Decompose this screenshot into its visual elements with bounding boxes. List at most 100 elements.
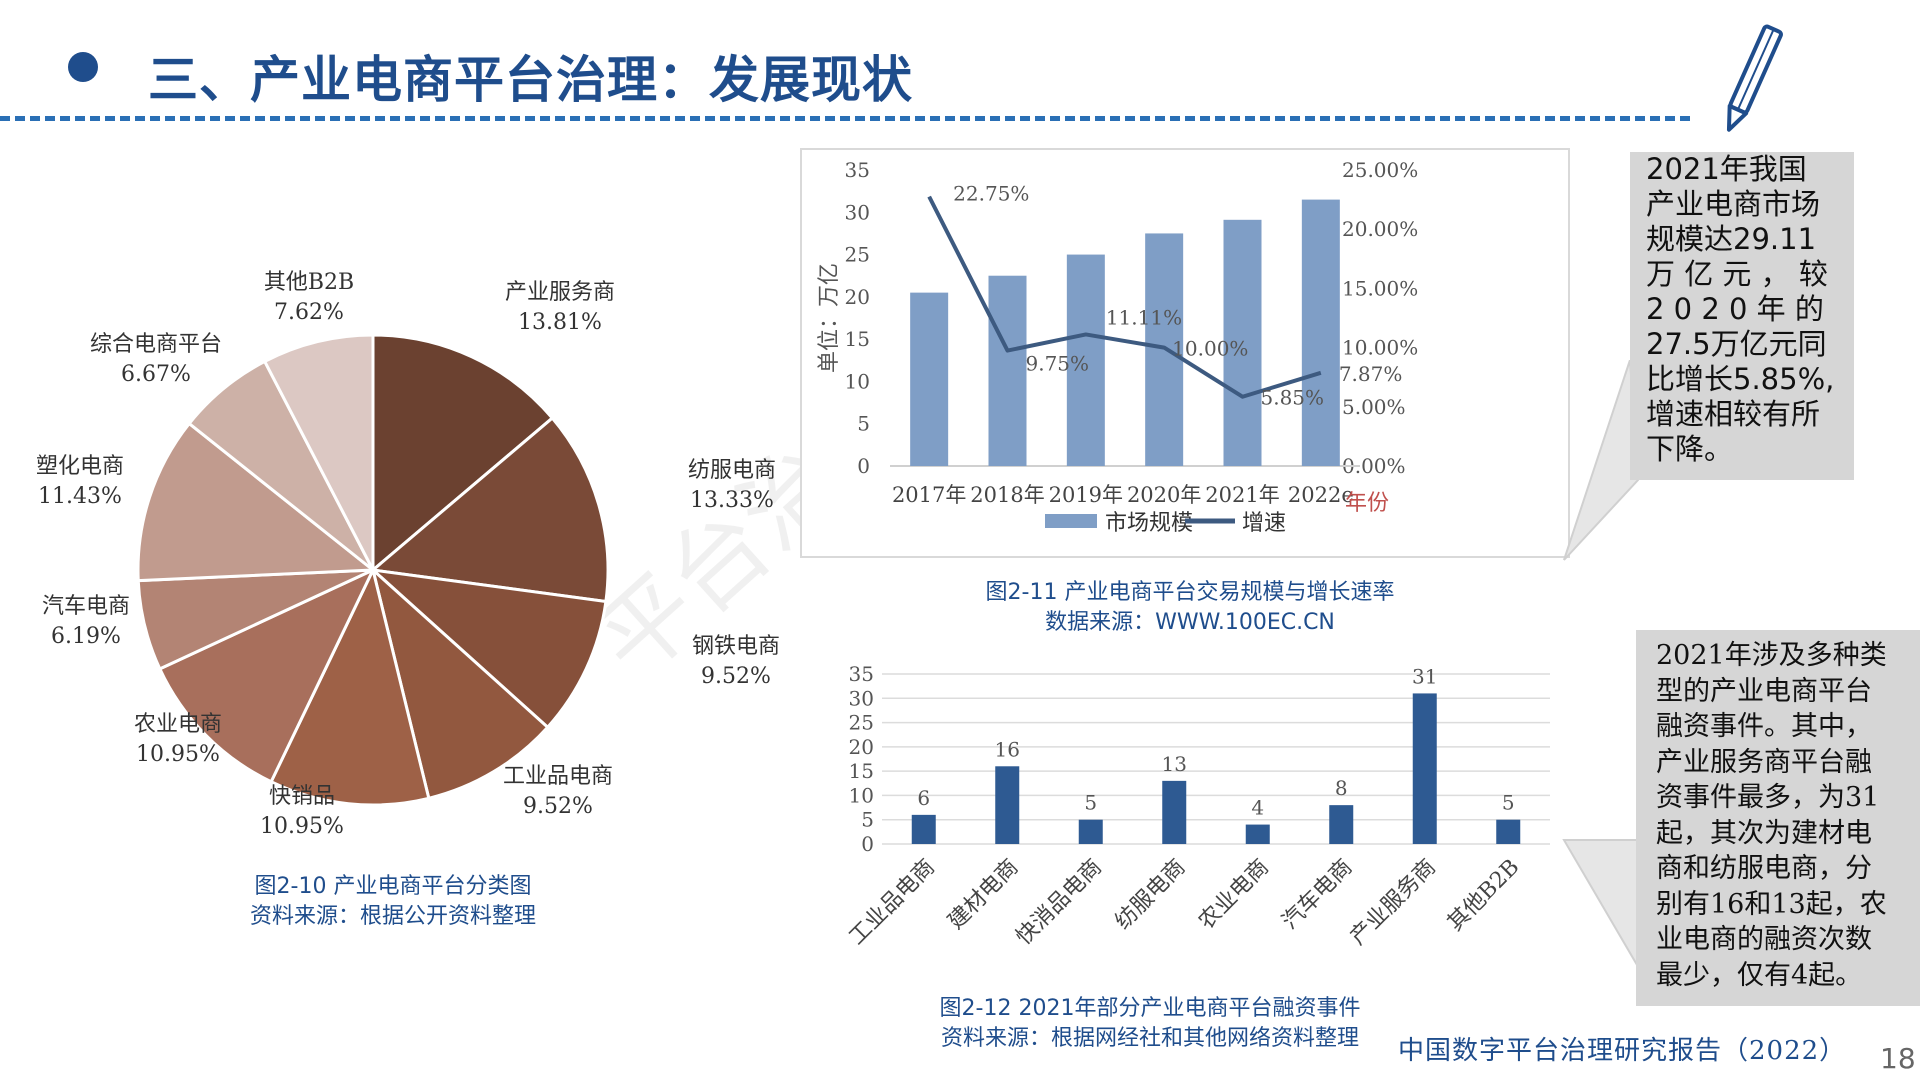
market-size-chart: 051015202530350.00%5.00%10.00%15.00%20.0… bbox=[817, 158, 1418, 536]
callout2-line: 起，其次为建材电 bbox=[1656, 817, 1872, 849]
pie-label-name: 工业品电商 bbox=[502, 764, 613, 789]
pie-label: 塑化电商 11.43% bbox=[0, 452, 170, 512]
pen-icon bbox=[1726, 24, 1783, 132]
pie-label: 汽车电商 6.19% bbox=[0, 592, 176, 652]
pie-label-value: 9.52% bbox=[701, 664, 771, 689]
callout2-line: 商和纺服电商，分 bbox=[1656, 853, 1872, 884]
y2-tick-label: 5.00% bbox=[1342, 395, 1406, 419]
x-tick-label: 纺服电商 bbox=[1111, 855, 1191, 935]
bar bbox=[1223, 219, 1262, 466]
bar bbox=[1078, 819, 1103, 844]
y-tick-label: 30 bbox=[845, 200, 870, 224]
report-footer: 中国数字平台治理研究报告（2022） bbox=[1398, 1036, 1847, 1066]
pie-label-value: 13.81% bbox=[518, 310, 602, 335]
pie-slice bbox=[371, 333, 555, 574]
pie-label: 快销品 10.95% bbox=[212, 782, 392, 842]
x-tick-label: 2018年 bbox=[970, 483, 1044, 507]
x-tick-label: 2021年 bbox=[1205, 483, 1279, 507]
bar bbox=[988, 275, 1027, 466]
x-tick-label: 其他B2B bbox=[1443, 855, 1525, 937]
pie-slice bbox=[370, 565, 550, 801]
pie-label-name: 纺服电商 bbox=[687, 458, 776, 483]
bar-data-label: 5 bbox=[1084, 791, 1097, 815]
y-tick-label: 20 bbox=[849, 735, 874, 759]
x-tick-label: 2017年 bbox=[892, 483, 966, 507]
legend-label-line: 增速 bbox=[1242, 511, 1286, 536]
pie-slice bbox=[157, 566, 377, 784]
pie-label: 钢铁电商 9.52% bbox=[646, 632, 826, 692]
y-tick-label: 20 bbox=[845, 285, 870, 309]
pie-label-value: 6.19% bbox=[51, 624, 121, 649]
financing-chart: 051015202530356工业品电商16建材电商5快消品电商13纺服电商4农… bbox=[845, 662, 1550, 950]
bar bbox=[1301, 199, 1340, 466]
callout1-pointer bbox=[1563, 360, 1640, 561]
callout1-line: 万 亿 元 ， 较 bbox=[1646, 257, 1828, 291]
bar bbox=[911, 814, 936, 844]
pie-label: 产业服务商 13.81% bbox=[470, 278, 650, 338]
pie-caption: 图2-10 产业电商平台分类图 bbox=[254, 874, 532, 899]
market-chart-source: 数据来源：WWW.100EC.CN bbox=[1045, 610, 1335, 635]
bar bbox=[995, 766, 1020, 844]
growth-data-label: 5.85% bbox=[1261, 386, 1325, 410]
pie-label: 综合电商平台 6.67% bbox=[66, 330, 246, 390]
financing-chart-source: 资料来源：根据网经社和其他网络资料整理 bbox=[940, 1026, 1359, 1051]
x-tick-label: 建材电商 bbox=[944, 855, 1024, 935]
x-tick-label: 农业电商 bbox=[1194, 855, 1274, 935]
pie-label-name: 快销品 bbox=[268, 784, 335, 809]
pie-slice bbox=[269, 565, 431, 807]
callout2-line: 业电商的融资次数 bbox=[1656, 924, 1872, 955]
callout2-line: 别有16和13起，农 bbox=[1656, 888, 1887, 920]
x-axis-label: 年份 bbox=[1345, 491, 1389, 516]
pie-label-name: 农业电商 bbox=[133, 712, 222, 737]
bar bbox=[1496, 819, 1521, 844]
x-tick-label: 产业服务商 bbox=[1346, 855, 1441, 950]
pie-label-value: 6.67% bbox=[121, 362, 191, 387]
pie-source: 资料来源：根据公开资料整理 bbox=[249, 904, 536, 929]
callout2-line: 最少，仅有4起。 bbox=[1656, 959, 1863, 991]
bar bbox=[1245, 824, 1270, 844]
pie-label-name: 其他B2B bbox=[263, 270, 355, 295]
legend-swatch-bar bbox=[1045, 514, 1097, 528]
callout1-line: 2 0 2 0 年 的 bbox=[1646, 292, 1824, 326]
y-tick-label: 30 bbox=[849, 686, 874, 710]
growth-data-label: 22.75% bbox=[953, 182, 1029, 206]
growth-data-label: 10.00% bbox=[1172, 337, 1248, 361]
y-tick-label: 35 bbox=[849, 662, 874, 686]
y2-tick-label: 15.00% bbox=[1342, 276, 1418, 300]
y-tick-label: 15 bbox=[845, 327, 870, 351]
pie-label-value: 13.33% bbox=[690, 488, 774, 513]
pie-label: 农业电商 10.95% bbox=[88, 710, 268, 770]
pie-slice bbox=[136, 421, 378, 583]
x-tick-label: 快消品电商 bbox=[1012, 855, 1107, 950]
x-tick-label: 工业品电商 bbox=[845, 855, 940, 950]
pie-label-name: 塑化电商 bbox=[35, 454, 124, 479]
bar-data-label: 8 bbox=[1335, 776, 1348, 800]
financing-chart-caption: 图2-12 2021年部分产业电商平台融资事件 bbox=[939, 996, 1361, 1021]
y-tick-label: 5 bbox=[861, 808, 874, 832]
y2-tick-label: 20.00% bbox=[1342, 217, 1418, 241]
pie-slice bbox=[369, 415, 610, 604]
bar-data-label: 6 bbox=[917, 786, 930, 810]
pie-label-name: 钢铁电商 bbox=[691, 634, 780, 659]
callout2-line: 融资事件。其中， bbox=[1656, 711, 1872, 742]
y-tick-label: 0 bbox=[861, 832, 874, 856]
y-tick-label: 35 bbox=[845, 158, 870, 182]
bar bbox=[1162, 780, 1187, 844]
bar bbox=[1066, 254, 1105, 466]
x-tick-label: 2019年 bbox=[1049, 483, 1123, 507]
pie-label-name: 综合电商平台 bbox=[89, 332, 222, 357]
bar bbox=[1412, 693, 1437, 844]
bar-data-label: 16 bbox=[995, 737, 1020, 761]
y-tick-label: 15 bbox=[849, 759, 874, 783]
pie-slice bbox=[262, 333, 375, 571]
y2-tick-label: 25.00% bbox=[1342, 158, 1418, 182]
title-bullet bbox=[68, 52, 98, 82]
pie-label: 其他B2B 7.62% bbox=[219, 268, 399, 328]
callout1-line: 2021年我国 bbox=[1646, 152, 1807, 186]
pie-label-name: 汽车电商 bbox=[41, 594, 130, 619]
callout1-line: 27.5万亿元同 bbox=[1646, 327, 1827, 361]
page-title: 三、产业电商平台治理：发展现状 bbox=[148, 51, 913, 109]
page-number: 18 bbox=[1880, 1042, 1916, 1075]
callout2-line: 资事件最多，为31 bbox=[1656, 782, 1880, 813]
growth-line bbox=[927, 195, 1322, 399]
